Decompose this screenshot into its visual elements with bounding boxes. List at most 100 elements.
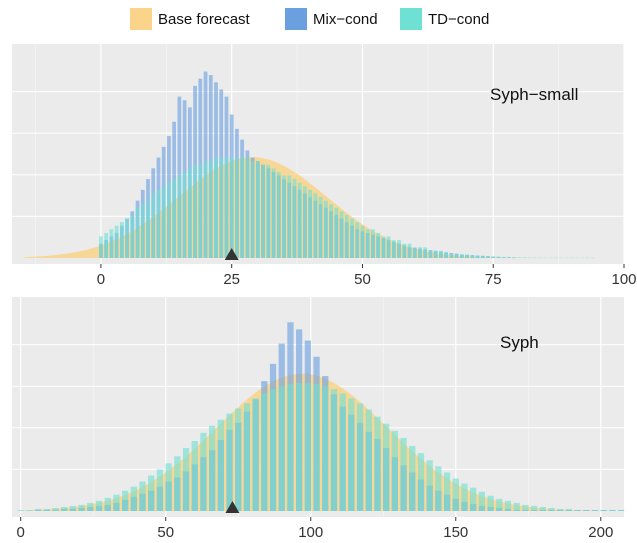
bar-td-cond [574,509,581,511]
bar-td-cond [313,193,318,258]
x-tick-label: 0 [97,271,105,288]
bar-td-cond [486,256,490,258]
bar-td-cond [217,419,224,511]
bar-td-cond [580,257,585,259]
bar-td-cond [339,393,346,511]
bar-td-cond [151,193,156,258]
bar-td-cond [95,500,103,511]
legend-item-base-forecast: Base forecast [130,8,250,30]
bar-td-cond [278,386,285,511]
bar-td-cond [224,157,229,258]
bar-td-cond [61,506,68,511]
bar-td-cond [465,254,469,258]
panel-label: Syph [500,333,539,352]
bar-td-cond [255,161,260,258]
x-tick-label: 200 [588,524,613,541]
bar-td-cond [104,232,109,258]
bar-td-cond [287,175,292,258]
bar-td-cond [461,483,468,511]
bar-td-cond [261,393,268,511]
bar-td-cond [214,157,218,258]
bar-td-cond [330,389,338,511]
bar-td-cond [412,247,417,258]
bar-td-cond [243,403,251,511]
bar-td-cond [371,229,375,258]
bar-td-cond [250,161,255,258]
bar-td-cond [329,204,333,258]
bar-td-cond [365,229,370,258]
bar-td-cond [391,430,398,511]
bar-td-cond [198,164,203,258]
bar-td-cond [17,509,24,511]
bar-td-cond [130,486,137,511]
bar-td-cond [426,460,433,511]
bar-td-cond [87,502,94,511]
bar-td-cond [470,487,477,511]
bar-td-cond [548,507,555,511]
bar-td-cond [491,256,496,258]
bar-td-cond [271,168,276,258]
legend-label-td-cond: TD−cond [428,10,490,28]
bar-td-cond [433,250,438,258]
bar-td-cond [187,168,192,258]
bar-td-cond [522,257,527,258]
bar-td-cond [200,432,207,511]
bar-td-cond [193,164,197,258]
bar-td-cond [365,409,372,511]
x-tick-label: 100 [611,271,636,288]
bar-td-cond [600,509,607,511]
legend-label-base-forecast: Base forecast [158,10,250,28]
bar-td-cond [130,214,135,258]
bar-td-cond [355,222,360,258]
bar-td-cond [487,495,494,511]
bar-td-cond [297,182,302,258]
bar-td-cond [569,257,574,259]
bar-td-cond [276,171,281,258]
bar-td-cond [156,469,164,511]
bar-td-cond [348,398,355,511]
bar-td-cond [125,218,129,258]
chart-panel-syph-small: 0 25 50 75 100 Syph−small [12,44,637,288]
bar-td-cond [356,403,364,511]
bar-td-cond [522,504,529,511]
bar-td-cond [99,236,103,258]
bar-td-cond [496,256,501,258]
bar-td-cond [308,189,313,258]
bar-td-cond [583,509,590,511]
bar-td-cond [182,171,187,258]
bar-td-cond [565,508,573,511]
bar-td-cond [135,207,140,258]
bar-td-cond [400,437,407,511]
chart-panel-syph: 0 50 100 150 200 Syph [12,297,625,541]
bar-td-cond [504,500,512,511]
bar-td-cond [140,204,145,258]
observed-value-marker [225,501,240,513]
bar-td-cond [360,225,365,258]
legend-item-td-cond: TD−cond [400,8,489,30]
bar-td-cond [470,255,475,258]
bar-td-cond [146,200,150,258]
bar-td-cond [252,398,259,511]
bar-td-cond [174,456,181,511]
bar-layer [17,322,625,511]
x-axis-ticks: 0 25 50 75 100 [97,264,637,288]
bar-td-cond [559,257,564,259]
legend-label-mix-cond: Mix−cond [313,10,378,28]
x-tick-label: 25 [223,271,240,288]
bar-td-cond [235,408,242,511]
bar-td-cond [409,446,416,511]
bar-td-cond [209,425,216,511]
observed-marker-layer [225,501,240,513]
bar-td-cond [322,386,329,511]
bar-td-cond [240,157,245,258]
base-forecast-layer [24,157,612,258]
bar-td-cond [480,255,485,258]
base-forecast-area [24,157,612,258]
bar-td-cond [548,257,553,259]
bar-td-cond [617,509,625,511]
bar-td-cond [269,389,277,511]
bar-td-cond [334,207,339,258]
bar-td-cond [530,505,538,511]
bar-td-cond [478,491,486,511]
bar-td-cond [78,504,85,511]
